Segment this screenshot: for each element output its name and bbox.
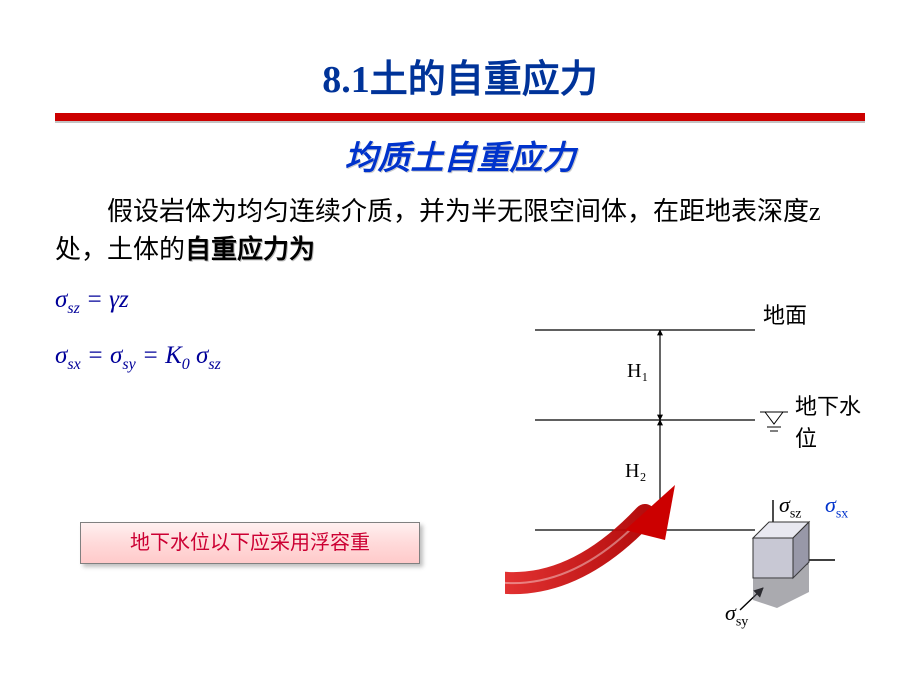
paragraph-emph: 自重应力为 [185,235,315,264]
title-divider [55,113,865,123]
page-title: 8.1土的自重应力 [0,0,920,103]
label-sy: σsy [725,600,748,630]
diagram-svg [505,300,875,640]
label-h2: H₂ [625,460,646,483]
label-ground: 地面 [763,298,807,330]
label-h1: H₁ [627,360,648,383]
label-sx: σsx [825,492,848,522]
body-paragraph: 假设岩体为均匀连续介质，并为半无限空间体，在距地表深度z处，土体的自重应力为 [55,193,865,268]
soil-cube-icon [753,522,809,608]
subtitle: 均质土自重应力 [0,131,920,179]
callout-note: 地下水位以下应采用浮容重 [80,522,420,564]
paragraph-pre: 假设岩体为均匀连续介质，并为半无限空间体，在距地表深度z处，土体的 [55,197,821,264]
stress-diagram: 地面 地下水位 H₁ H₂ σsz σsx σsy [505,300,875,640]
label-sz: σsz [779,492,802,522]
callout-arrow-icon [505,485,675,583]
water-symbol-icon [760,412,788,431]
label-water: 地下水位 [795,389,875,453]
